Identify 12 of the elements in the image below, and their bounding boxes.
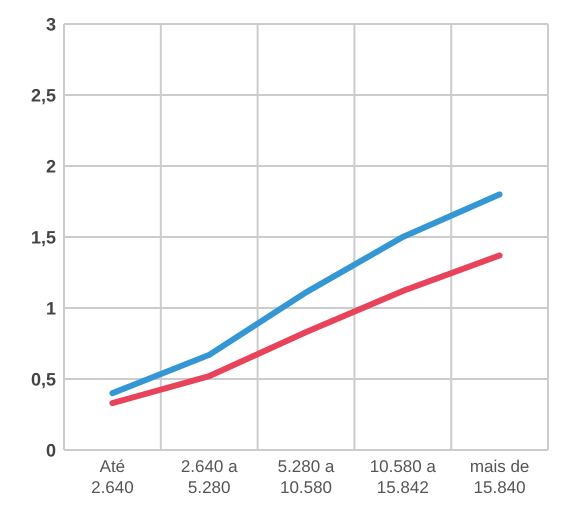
y-tick-label: 0,5 [30, 369, 56, 390]
x-tick-label: Até 2.640 [91, 457, 134, 497]
y-tick-label: 1 [46, 298, 56, 318]
x-tick-label: 2.640 a 5.280 [180, 457, 238, 497]
y-tick-label: 3 [46, 14, 56, 34]
x-tick-label: mais de 15.840 [470, 457, 530, 497]
y-tick-label: 2,5 [30, 85, 56, 106]
y-tick-label: 2 [46, 156, 56, 176]
x-tick-label: 10.580 a 15.842 [370, 457, 436, 497]
y-tick-label: 0 [46, 440, 56, 460]
x-tick-label: 5.280 a 10.580 [278, 457, 335, 497]
y-tick-label: 1,5 [30, 227, 56, 248]
